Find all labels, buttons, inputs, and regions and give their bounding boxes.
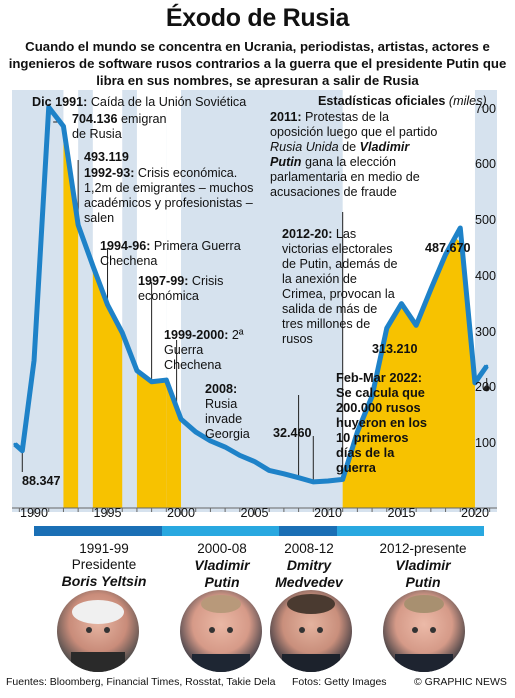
data-point-12 xyxy=(179,417,183,421)
data-point-24 xyxy=(355,430,359,434)
graphic-news-credit: © GRAPHIC NEWS xyxy=(414,676,507,688)
putin-portrait-2 xyxy=(383,590,465,672)
data-point-28 xyxy=(414,323,418,327)
data-point-32 xyxy=(473,381,477,385)
highlight-band-4 xyxy=(342,237,475,509)
data-point-18 xyxy=(267,468,271,472)
data-point-10 xyxy=(150,380,154,384)
data-label-487670: 487.670 xyxy=(425,241,471,255)
putin-portrait-1 xyxy=(180,590,262,672)
annotation-feb-mar-2022: Feb-Mar 2022: Se calcula que 200.000 rus… xyxy=(336,370,428,475)
annotation-1992-93: 1992-93: Crisis económica. 1,2m de emigr… xyxy=(84,166,254,225)
term-bar-medvedev xyxy=(279,526,337,536)
data-point-29 xyxy=(429,287,433,291)
emigration-series-line xyxy=(13,104,489,485)
photo-credit: Fotos: Getty Images xyxy=(292,676,387,688)
annotation-1997-99: 1997-99: Crisis económica xyxy=(138,274,224,303)
data-point-22 xyxy=(326,479,330,483)
annotation-2008: 2008: Rusia invade Georgia xyxy=(205,382,250,441)
annotation-704k: 704.136 emigran de Rusia xyxy=(72,112,167,141)
president-yeltsin: 1991-99 Presidente Boris Yeltsin xyxy=(61,541,147,589)
data-point-0 xyxy=(13,442,17,446)
data-point-8 xyxy=(120,331,124,335)
term-bar-putin-2 xyxy=(337,526,484,536)
x-tick-label-2015: 2015 xyxy=(387,506,416,520)
y-tick-label-400: 400 xyxy=(474,268,496,283)
data-point-7 xyxy=(106,303,110,307)
data-label-493119: 493.119 xyxy=(84,150,129,164)
data-point-3 xyxy=(47,105,51,109)
data-point-19 xyxy=(282,472,286,476)
annotation-1991: Dic 1991: Caída de la Unión Soviética xyxy=(32,95,247,109)
data-label-313210: 313.210 xyxy=(372,342,418,356)
highlight-band-2 xyxy=(136,370,167,508)
x-tick-label-2010: 2010 xyxy=(313,506,342,520)
estimate-2022-dot xyxy=(483,385,490,392)
y-tick-label-200: 200 xyxy=(474,380,496,395)
data-point-6 xyxy=(91,264,95,268)
x-tick-label-2005: 2005 xyxy=(240,506,269,520)
stats-label: Estadísticas oficiales (miles) xyxy=(318,94,487,108)
highlight-band-top-4 xyxy=(342,90,475,480)
data-point-13 xyxy=(194,430,198,434)
annotation-1994-96: 1994-96: Primera Guerra Chechena xyxy=(100,239,241,268)
y-tick-label-700: 700 xyxy=(474,101,496,116)
data-label-704136: 704.136 xyxy=(72,112,118,126)
data-point-11 xyxy=(164,378,168,382)
yeltsin-portrait xyxy=(57,590,139,672)
data-point-26 xyxy=(385,326,389,330)
president-putin-2: 2012-presente Vladimir Putin xyxy=(379,541,467,590)
president-medvedev: 2008-12 Dmitry Medvedev xyxy=(275,541,343,590)
term-bar-putin-1 xyxy=(162,526,279,536)
data-point-23 xyxy=(341,477,345,481)
x-tick-label-1990: 1990 xyxy=(20,506,49,520)
data-label-88347: 88.347 xyxy=(22,474,61,488)
highlight-band-top-1 xyxy=(92,90,123,333)
highlight-band-top-2 xyxy=(136,90,167,382)
annotation-2011: 2011: Protestas de la oposición luego qu… xyxy=(270,110,438,199)
data-point-14 xyxy=(208,439,212,443)
y-tick-label-100: 100 xyxy=(474,436,496,451)
data-point-27 xyxy=(399,302,403,306)
data-point-31 xyxy=(458,226,462,230)
medvedev-portrait xyxy=(270,590,352,672)
data-point-17 xyxy=(253,460,256,464)
x-tick-label-1995: 1995 xyxy=(93,506,122,520)
data-point-5 xyxy=(76,223,80,227)
y-tick-label-500: 500 xyxy=(474,213,496,228)
page-subtitle: Cuando el mundo se concentra en Ucrania,… xyxy=(8,39,507,88)
page-title: Éxodo de Rusia xyxy=(165,4,350,32)
data-point-16 xyxy=(238,453,242,457)
annotation-2012-20: 2012-20: Las victorias electorales de Pu… xyxy=(282,227,398,346)
data-point-33 xyxy=(485,364,489,368)
term-bar-yeltsin xyxy=(34,526,162,536)
data-point-25 xyxy=(370,394,374,398)
sources: Fuentes: Bloomberg, Financial Times, Ros… xyxy=(6,676,276,688)
data-point-15 xyxy=(223,445,227,449)
highlight-band-0 xyxy=(63,126,79,508)
data-point-21 xyxy=(311,480,315,484)
annotation-1999-2000: 1999-2000: 2ª Guerra Chechena xyxy=(164,328,244,372)
x-tick-label-2020: 2020 xyxy=(460,506,489,520)
data-point-2 xyxy=(32,359,36,363)
x-tick-label-2000: 2000 xyxy=(166,506,196,520)
data-point-1 xyxy=(20,449,24,453)
highlight-band-top-3 xyxy=(166,90,182,420)
data-point-9 xyxy=(135,369,139,373)
data-point-20 xyxy=(297,476,301,480)
president-putin-1: 2000-08 Vladimir Putin xyxy=(194,541,250,590)
y-tick-label-600: 600 xyxy=(474,157,496,172)
data-point-4 xyxy=(61,124,65,128)
highlight-band-1 xyxy=(92,265,123,508)
y-tick-label-300: 300 xyxy=(474,324,496,339)
data-label-32460: 32.460 xyxy=(273,426,312,440)
data-point-30 xyxy=(444,253,448,257)
